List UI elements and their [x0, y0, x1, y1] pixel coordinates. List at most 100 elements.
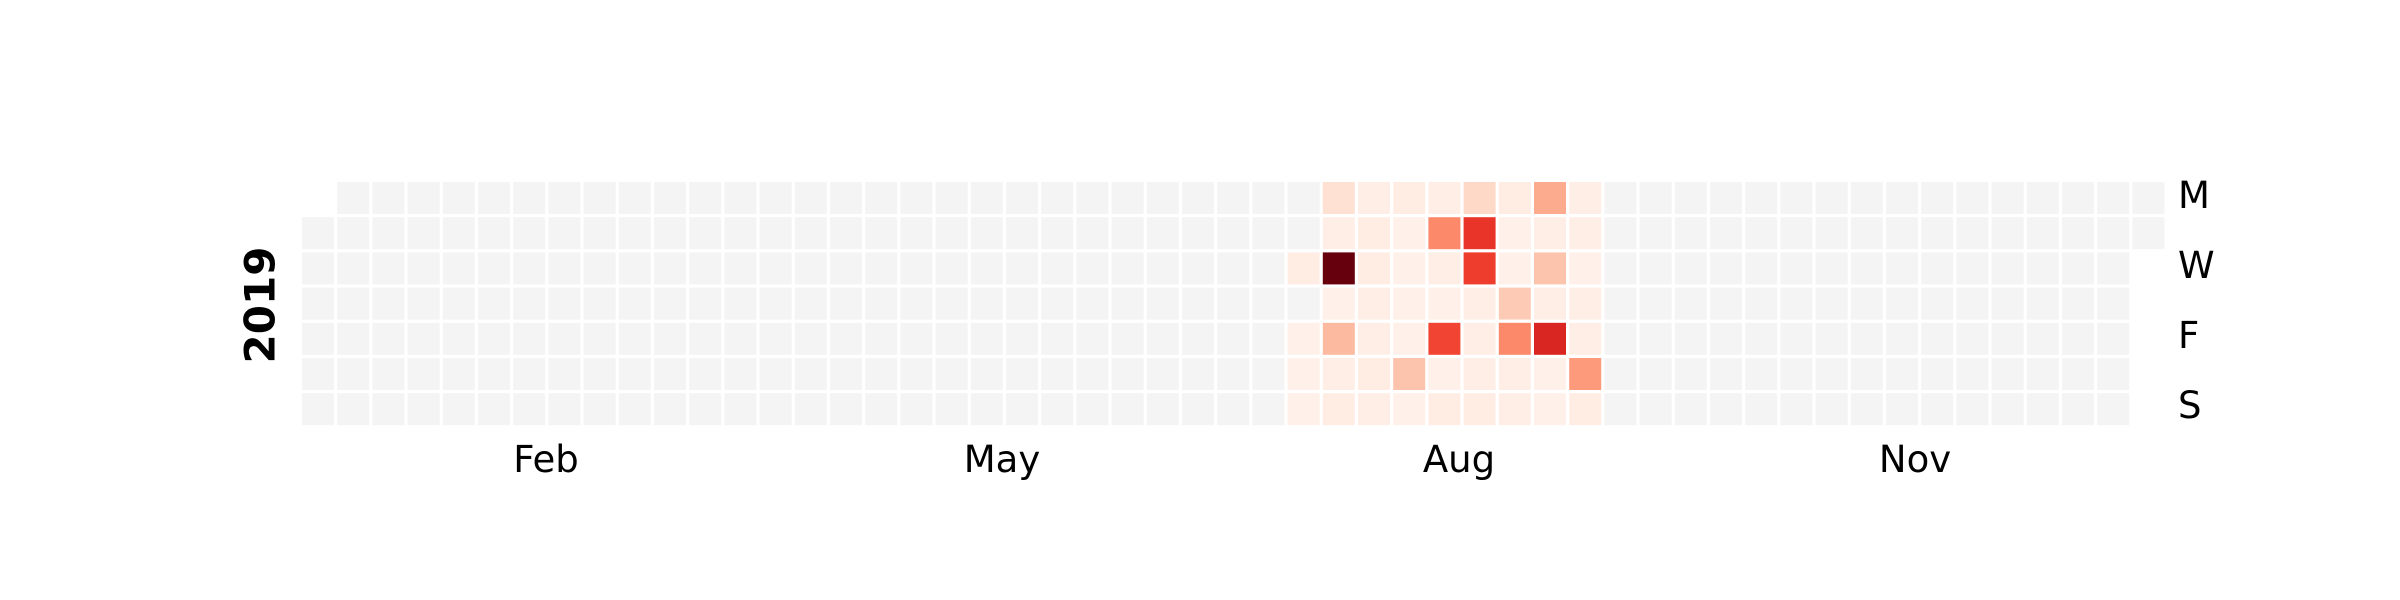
- heatmap-cell: [548, 252, 581, 285]
- heatmap-cell: [1815, 322, 1848, 355]
- heatmap-cell: [1358, 322, 1390, 355]
- heatmap-cell: [794, 252, 827, 285]
- heatmap-cell: [900, 217, 933, 250]
- heatmap-cell: [583, 358, 616, 390]
- heatmap-cell: [1886, 393, 1918, 426]
- heatmap-cell: [1041, 322, 1074, 355]
- heatmap-cell: [1780, 393, 1813, 426]
- heatmap-cell: [1850, 287, 1883, 320]
- heatmap-cell: [2062, 322, 2094, 355]
- heatmap-cell: [1428, 182, 1461, 214]
- heatmap-cell: [865, 322, 898, 355]
- heatmap-cell: [1393, 252, 1426, 285]
- heatmap-cell: [513, 217, 546, 250]
- heatmap-cell: [1322, 358, 1355, 390]
- heatmap-cell: [1358, 182, 1390, 214]
- heatmap-cell: [1428, 358, 1461, 390]
- heatmap-cell: [2026, 358, 2059, 390]
- heatmap-cell: [1534, 182, 1566, 214]
- heatmap-cell: [1850, 358, 1883, 390]
- heatmap-cell: [1146, 287, 1179, 320]
- heatmap-cell: [1463, 182, 1496, 214]
- heatmap-cell: [1604, 287, 1637, 320]
- heatmap-cell: [337, 322, 370, 355]
- heatmap-cell: [1182, 393, 1214, 426]
- heatmap-cell: [794, 287, 827, 320]
- heatmap-cell: [654, 252, 686, 285]
- heatmap-cell: [1006, 358, 1038, 390]
- heatmap-cell: [1463, 393, 1496, 426]
- heatmap-cell: [1780, 287, 1813, 320]
- heatmap-cell: [1463, 252, 1496, 285]
- heatmap-cell: [1463, 322, 1496, 355]
- heatmap-cell: [618, 252, 651, 285]
- heatmap-cell: [689, 287, 722, 320]
- heatmap-cell: [2062, 393, 2094, 426]
- month-tick-label-feb: Feb: [513, 438, 579, 481]
- heatmap-cell: [724, 217, 757, 250]
- heatmap-cell: [1252, 252, 1285, 285]
- heatmap-cell: [1393, 393, 1426, 426]
- heatmap-cell: [2062, 252, 2094, 285]
- heatmap-cell: [1111, 182, 1144, 214]
- heatmap-cell: [1076, 252, 1109, 285]
- heatmap-cell: [1780, 358, 1813, 390]
- heatmap-cell: [1956, 217, 1989, 250]
- heatmap-cell: [407, 287, 440, 320]
- heatmap-cell: [548, 217, 581, 250]
- heatmap-cell: [935, 252, 968, 285]
- heatmap-cell: [1886, 252, 1918, 285]
- heatmap-cell: [1006, 287, 1038, 320]
- heatmap-cell: [1252, 217, 1285, 250]
- heatmap-cell: [900, 182, 933, 214]
- year-label: 2019: [236, 247, 285, 364]
- heatmap-cell: [1428, 252, 1461, 285]
- heatmap-cell: [724, 322, 757, 355]
- heatmap-cell: [618, 322, 651, 355]
- heatmap-cell: [2097, 287, 2130, 320]
- heatmap-cell: [1534, 322, 1566, 355]
- heatmap-cell: [302, 252, 334, 285]
- heatmap-cell: [935, 287, 968, 320]
- heatmap-cell: [1182, 182, 1214, 214]
- heatmap-cell: [1393, 182, 1426, 214]
- heatmap-cell: [1428, 393, 1461, 426]
- heatmap-cell: [1569, 252, 1602, 285]
- heatmap-cell: [1991, 322, 2024, 355]
- heatmap-cell: [1850, 182, 1883, 214]
- heatmap-cell: [1815, 182, 1848, 214]
- heatmap-cell: [2062, 358, 2094, 390]
- heatmap-cell: [900, 287, 933, 320]
- heatmap-cell: [302, 322, 334, 355]
- heatmap-cell: [1322, 217, 1355, 250]
- heatmap-cell: [1745, 182, 1778, 214]
- heatmap-cell: [372, 393, 405, 426]
- heatmap-cell: [1111, 252, 1144, 285]
- heatmap-cell: [865, 217, 898, 250]
- heatmap-cell: [1146, 393, 1179, 426]
- heatmap-cell: [618, 358, 651, 390]
- heatmap-cell: [1358, 217, 1390, 250]
- heatmap-cell: [830, 287, 862, 320]
- heatmap-cell: [1534, 393, 1566, 426]
- heatmap-cell: [1076, 322, 1109, 355]
- heatmap-cell: [1569, 393, 1602, 426]
- heatmap-cell: [1745, 252, 1778, 285]
- heatmap-cell: [865, 252, 898, 285]
- heatmap-cell: [1358, 358, 1390, 390]
- heatmap-cell: [970, 182, 1003, 214]
- heatmap-cell: [1498, 217, 1531, 250]
- heatmap-cell: [1569, 358, 1602, 390]
- heatmap-cell: [1146, 252, 1179, 285]
- heatmap-cell: [1780, 252, 1813, 285]
- heatmap-cell: [1041, 358, 1074, 390]
- heatmap-cell: [1956, 322, 1989, 355]
- heatmap-cell: [1534, 252, 1566, 285]
- heatmap-cell: [1217, 287, 1250, 320]
- heatmap-cell: [618, 393, 651, 426]
- heatmap-cell: [654, 393, 686, 426]
- heatmap-cell: [1076, 217, 1109, 250]
- heatmap-cell: [689, 322, 722, 355]
- heatmap-cell: [2097, 217, 2130, 250]
